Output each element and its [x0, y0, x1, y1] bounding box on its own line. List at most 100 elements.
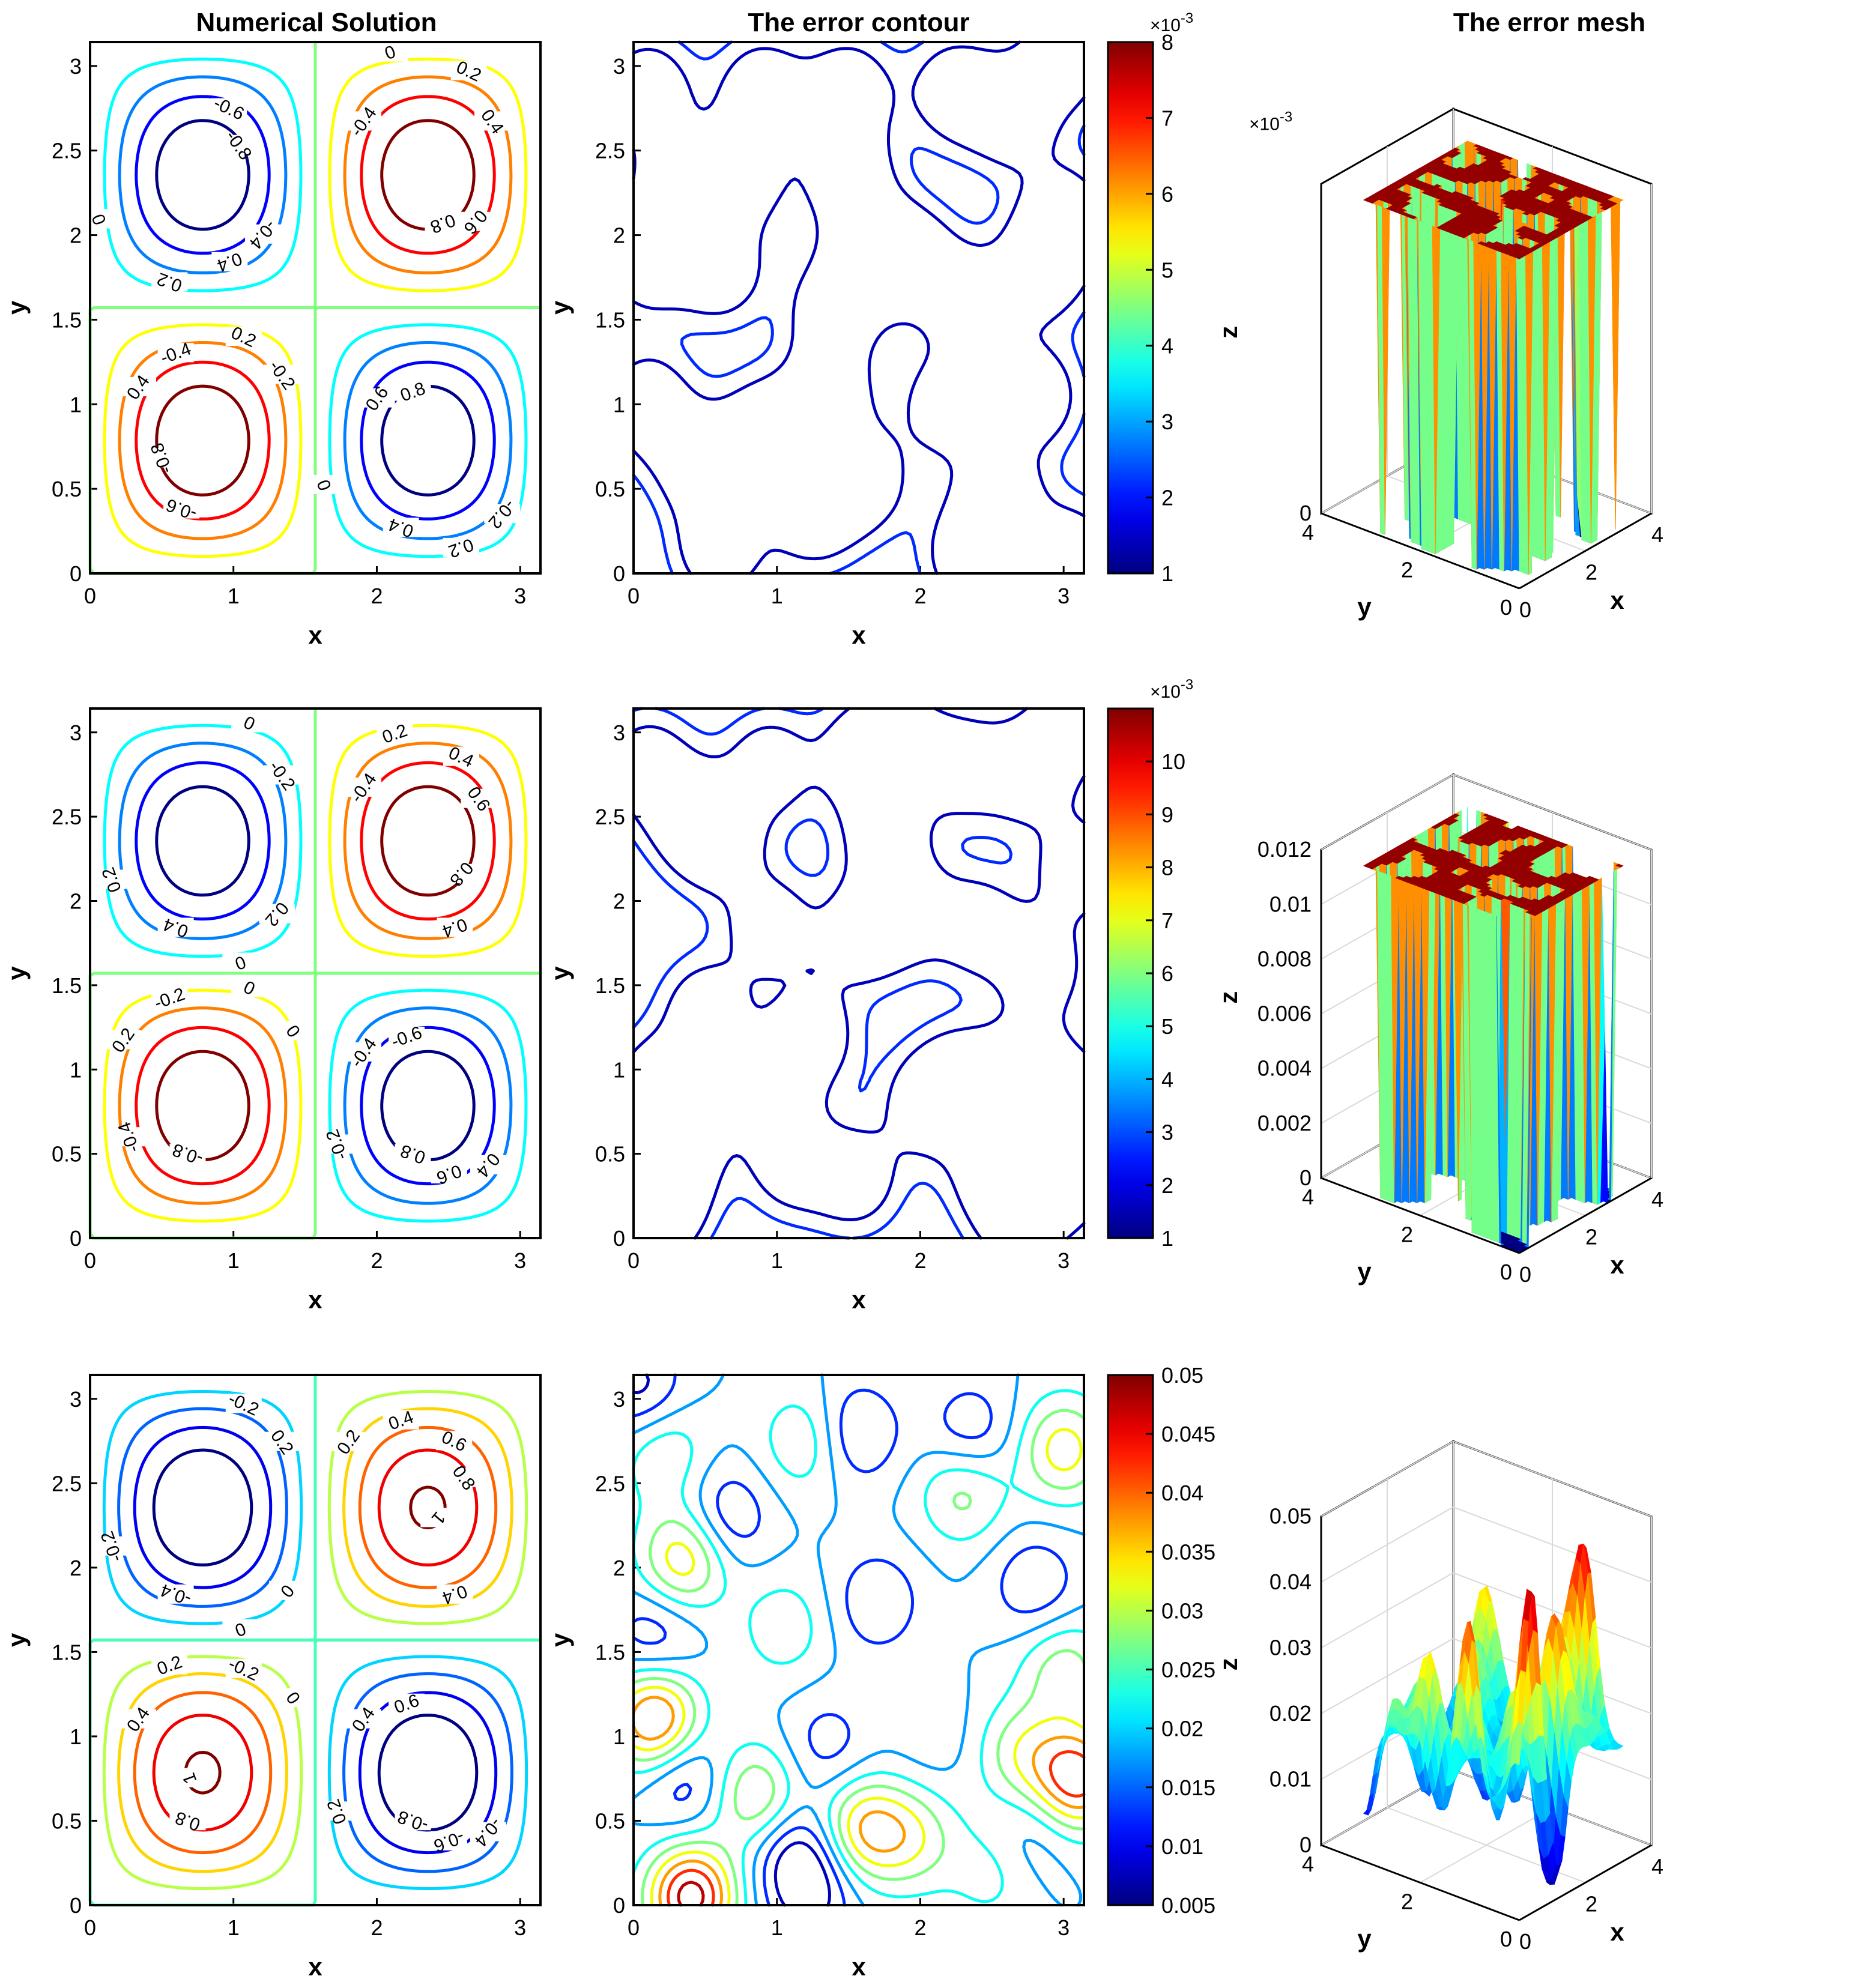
colorbar-exponent: ×10-3: [1150, 10, 1193, 35]
colorbar-bar: [1107, 707, 1154, 1239]
error-contour-line: [632, 40, 1086, 575]
x-tick-label: 0: [84, 584, 96, 608]
contour-label-bg: [437, 917, 473, 937]
colorbar-tick-label: 0.04: [1161, 1481, 1203, 1505]
colorbar-tick-label: 0.05: [1161, 1363, 1203, 1388]
error-contour-line: [632, 40, 1086, 575]
title-numerical-solution: Numerical Solution: [196, 8, 437, 37]
x-tick-label: 1: [771, 584, 783, 608]
z-axis-label: z: [1214, 991, 1242, 1004]
y-tick-label: 1: [70, 1724, 82, 1749]
contour-label-bg: [395, 1144, 431, 1164]
contour-label-bg: [431, 1164, 467, 1183]
contour-label: 0.8: [446, 858, 477, 890]
z-tick-label: 0.002: [1257, 1111, 1312, 1135]
x-axis-label: x: [308, 1953, 322, 1981]
colorbar-tick-label: 1: [1161, 1226, 1173, 1251]
x-axis-label: x: [1610, 586, 1624, 614]
contour-label: -0.2: [485, 496, 520, 533]
contour-label-bg: [425, 213, 461, 233]
y-tick-label: 0: [613, 561, 625, 586]
colorbar-tick-label: 10: [1161, 749, 1185, 774]
contour-plot-1: 0 1 2 3 0 0.5 1 1.5 2 2.5 3 x y: [546, 40, 1086, 649]
x-tick-label: 0: [628, 1248, 640, 1273]
contour-label-bg: [345, 1042, 382, 1062]
contour-label-bg: [151, 272, 188, 292]
z-tick-label: 0: [1300, 1165, 1312, 1190]
y-tick-label: 2: [1401, 1890, 1413, 1914]
y-tick-label: 2: [613, 889, 625, 914]
x-tick-label: 2: [371, 1248, 383, 1273]
contour-label-bg: [372, 42, 408, 62]
contour-label-bg: [395, 381, 431, 401]
y-axis-label: y: [1357, 1924, 1372, 1953]
contour-label-bg: [143, 448, 180, 468]
contour-label: 0.4: [477, 106, 507, 137]
y-tick-label: 1: [613, 392, 625, 417]
colorbar-exponent-power: -3: [1181, 10, 1193, 26]
colorbar-tick-label: 7: [1161, 908, 1173, 933]
contour-label-bg: [389, 1027, 425, 1047]
y-tick-label: 3: [613, 721, 625, 745]
z-axis-label: z: [1214, 326, 1242, 339]
z-exponent: ×10-3: [1249, 109, 1292, 134]
y-tick-label: 1.5: [52, 973, 82, 998]
contour-line--0p2: [103, 724, 528, 1223]
x-tick-label: 2: [371, 584, 383, 608]
contour-label: -0.8: [147, 440, 177, 476]
z-tick-label: 0.04: [1269, 1570, 1312, 1594]
contour-label: -0.4: [470, 1814, 506, 1851]
y-tick-label: 1: [70, 392, 82, 417]
contour-label-bg: [474, 111, 510, 131]
contour-label: -0.4: [158, 1580, 194, 1609]
y-tick-label: 4: [1302, 520, 1314, 545]
x-tick-label: 3: [514, 584, 526, 608]
y-tick-label: 2.5: [595, 1471, 625, 1496]
x-tick-label: 3: [514, 1248, 526, 1273]
x-tick-label: 1: [228, 1915, 240, 1940]
contour-label-bg: [259, 904, 295, 923]
y-tick-label: 0: [1500, 1927, 1512, 1951]
x-tick-label: 4: [1651, 1854, 1663, 1879]
x-tick-label: 3: [514, 1915, 526, 1940]
contour-label: -0.8: [222, 127, 256, 163]
y-axis-label: y: [546, 300, 574, 315]
contour-label-bg: [80, 209, 117, 229]
y-tick-label: 0: [70, 1893, 82, 1918]
colorbar-tick-label: 0.035: [1161, 1539, 1215, 1564]
y-tick-label: 2.5: [52, 139, 82, 163]
contour-label-bg: [222, 952, 259, 972]
z-tick-label: 0.012: [1257, 837, 1312, 862]
contour-plot-0: 0 1 2 300.511.522.53xy-0.20.2-0.40.4-0.8-0.…: [2, 40, 542, 649]
z-exponent-power: -3: [1280, 109, 1292, 125]
colorbar-tick-label: 0.01: [1161, 1834, 1203, 1859]
contour-label: -0.6: [163, 495, 199, 524]
y-tick-label: 2: [70, 223, 82, 248]
contour-label: -0.2: [265, 357, 299, 393]
colorbar-7: 0.005 0.01 0.015 0.02 0.025 0.03 0.035 0.04 0.04…: [1107, 1363, 1215, 1918]
x-tick-label: 0: [628, 1915, 640, 1940]
contour-label-bg: [225, 327, 262, 346]
x-axis-label: x: [308, 1286, 322, 1314]
contour-label-bg: [163, 499, 200, 519]
x-axis-label: x: [852, 1286, 866, 1314]
contour-label: -0.2: [265, 757, 299, 794]
contour-line-0p4: [118, 742, 513, 1205]
x-tick-label: 0: [1519, 1262, 1531, 1287]
contour-label-bg: [275, 1021, 312, 1041]
y-tick-label: 0: [613, 1893, 625, 1918]
colorbar-tick-label: 0.005: [1161, 1893, 1215, 1918]
y-tick-label: 3: [613, 1387, 625, 1412]
contour-label-bg: [169, 1144, 206, 1164]
colorbar-tick-label: 0.03: [1161, 1598, 1203, 1623]
contour-line-0p6: [135, 761, 496, 1186]
z-tick-label: 0: [1300, 1832, 1312, 1857]
colorbar-tick-label: 0.015: [1161, 1775, 1215, 1800]
x-axis-label: x: [852, 621, 866, 649]
y-axis-line: [1321, 1844, 1520, 1921]
y-tick-label: 1: [613, 1057, 625, 1082]
error-contour-line: [677, 1881, 705, 1907]
colorbar-4: 1 2 3 4 5 6 7 8 9 10 ×10-3: [1107, 677, 1193, 1251]
